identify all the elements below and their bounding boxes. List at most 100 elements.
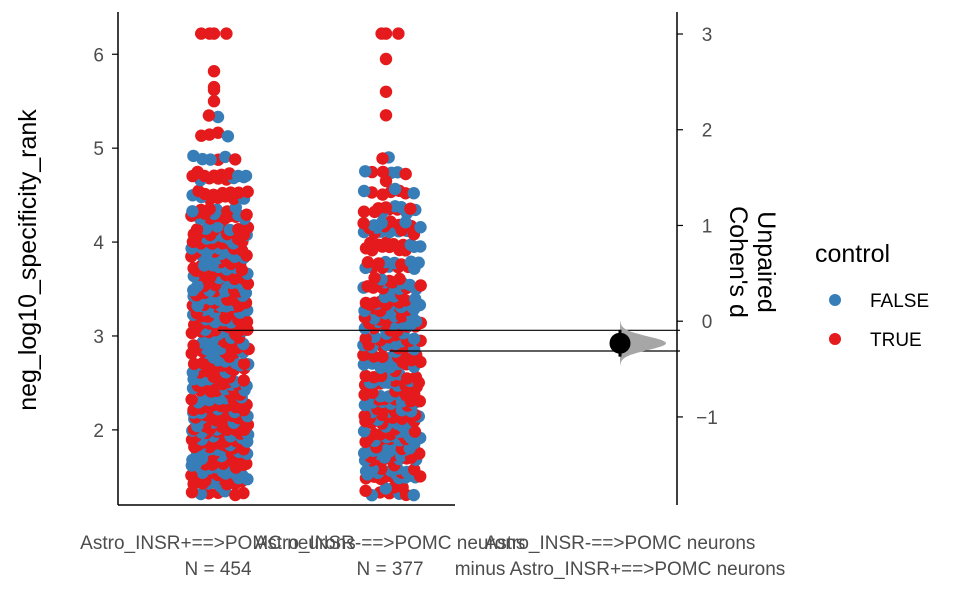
y-tick-label: 6	[93, 45, 104, 66]
swarm-point	[185, 393, 198, 406]
y-tick-label: 3	[93, 327, 104, 348]
swarm-point	[407, 488, 420, 502]
swarm-point	[357, 425, 371, 438]
swarm-point	[407, 187, 420, 200]
effect-axis-title-line1: Unpaired	[752, 211, 780, 312]
swarm-point	[408, 425, 422, 438]
swarm-point	[191, 165, 204, 179]
swarm-point	[191, 279, 204, 293]
swarm-point-outlier	[207, 83, 221, 97]
swarm-point	[412, 256, 425, 269]
swarm-point	[388, 182, 402, 196]
swarm-point	[358, 409, 371, 423]
swarm-point-outlier	[195, 27, 208, 40]
swarm-point-outlier	[379, 52, 393, 66]
effect-tick-label: 2	[702, 121, 713, 142]
swarm-point	[403, 278, 416, 292]
effect-size-distribution	[620, 320, 666, 366]
swarm-point	[368, 271, 381, 285]
swarm-point	[240, 208, 253, 221]
swarm-point	[187, 339, 200, 352]
swarm-point	[364, 236, 377, 249]
swarm-point	[407, 332, 421, 345]
swarm-point	[359, 296, 373, 310]
swarm-point	[241, 185, 254, 198]
swarm-point	[185, 469, 198, 482]
legend-label-true: TRUE	[870, 330, 922, 351]
swarm-point	[359, 465, 373, 478]
swarm-point	[237, 374, 250, 387]
swarm-point	[393, 272, 406, 286]
swarm-point	[190, 223, 204, 236]
x-category-n-2: N = 377	[356, 559, 423, 580]
swarm-point	[187, 149, 200, 163]
swarm-point	[414, 240, 427, 253]
swarm-point	[358, 388, 371, 401]
legend-label-false: FALSE	[870, 291, 929, 312]
swarm-point-outlier	[379, 174, 393, 188]
swarm-point-outlier	[207, 65, 221, 78]
y-axis-title: neg_log10_specificity_rank	[14, 109, 42, 411]
swarm-point	[239, 169, 253, 183]
swarm-point	[232, 186, 245, 199]
effect-tick-label: 3	[702, 25, 713, 46]
x-category-n-1: N = 454	[184, 559, 252, 580]
swarm-point	[409, 370, 423, 384]
swarm-point	[404, 238, 417, 251]
swarm-point	[195, 129, 208, 142]
swarm-point-outlier	[392, 27, 405, 40]
swarm-layer	[185, 27, 427, 502]
y-tick-label: 2	[93, 421, 104, 442]
swarm-point	[372, 202, 385, 215]
swarm-point	[367, 219, 381, 232]
swarm-point	[359, 369, 372, 383]
swarm-point	[187, 357, 201, 371]
swarm-point	[187, 262, 200, 275]
swarm-point	[186, 205, 199, 218]
swarm-point	[395, 201, 408, 214]
swarm-point-outlier	[220, 27, 233, 40]
swarm-point	[376, 152, 389, 165]
axes-layer: 2 3 4 5 6 −1 0 1 2 3	[93, 12, 718, 506]
effect-size-layer	[218, 320, 680, 366]
swarm-point	[229, 153, 242, 166]
swarm-point	[404, 202, 417, 215]
swarm-point	[361, 256, 375, 269]
swarm-point	[399, 167, 412, 181]
swarm-point	[211, 110, 225, 124]
swarm-point-outlier	[375, 27, 388, 40]
x-category-label-1: Astro_INSR+==>POMC neurons	[80, 533, 356, 554]
swarm-point	[207, 169, 221, 182]
swarm-point	[237, 357, 251, 370]
legend-swatch-true	[829, 333, 841, 345]
swarm-point	[221, 130, 235, 143]
swarm-point-outlier	[207, 95, 221, 108]
swarm-point	[367, 350, 381, 363]
swarm-point	[414, 279, 427, 292]
legend-swatch-false	[829, 294, 841, 306]
swarm-point	[414, 221, 427, 234]
y-tick-label: 4	[93, 233, 104, 254]
swarm-point	[408, 463, 421, 476]
swarm-point	[357, 348, 370, 362]
swarm-point-outlier	[379, 109, 393, 122]
effect-tick-label: 0	[702, 312, 713, 333]
swarm-point	[368, 427, 381, 441]
swarm-point	[399, 351, 412, 365]
effect-tick-label: −1	[696, 408, 718, 429]
swarm-point	[202, 109, 216, 122]
effect-size-point	[609, 332, 631, 354]
swarm-point	[359, 484, 372, 497]
contrast-label-line2: minus Astro_INSR+==>POMC neurons	[455, 559, 786, 580]
swarm-point-outlier	[379, 85, 393, 99]
swarm-point	[235, 244, 249, 257]
effect-axis-title-line2: Cohen's d	[724, 206, 752, 318]
effect-tick-label: 1	[702, 216, 713, 237]
swarm-point	[219, 150, 232, 164]
contrast-label-line1: Astro_INSR-==>POMC neurons	[485, 533, 756, 554]
swarm-point	[237, 486, 250, 500]
swarm-point	[376, 188, 389, 201]
y-tick-label: 5	[93, 139, 104, 160]
swarm-point	[357, 217, 370, 230]
